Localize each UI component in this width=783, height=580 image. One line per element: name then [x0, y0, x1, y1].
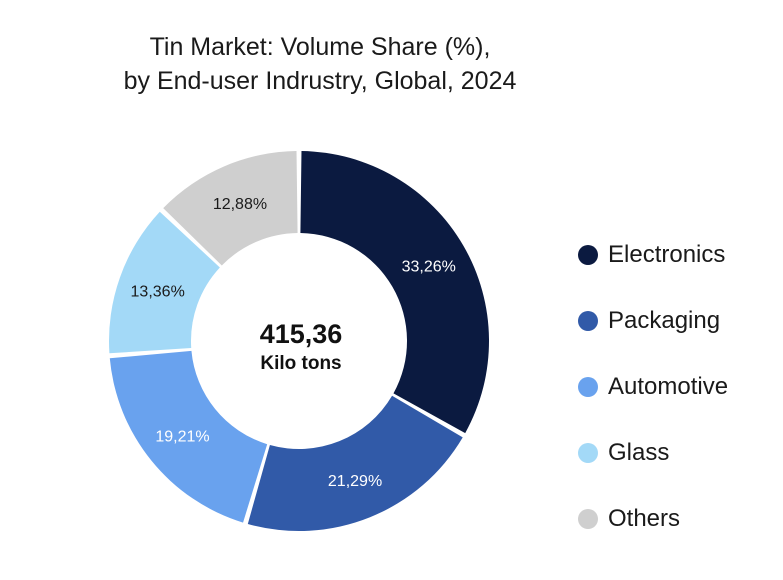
slice-label-others: 12,88%: [213, 196, 267, 213]
legend-swatch: [578, 245, 598, 265]
slice-label-packaging: 21,29%: [328, 473, 382, 490]
legend-swatch: [578, 377, 598, 397]
slice-others: [163, 151, 298, 266]
legend-item-packaging: Packaging: [578, 288, 728, 354]
slice-label-glass: 13,36%: [131, 284, 185, 301]
legend-label: Packaging: [608, 307, 721, 334]
slice-packaging: [247, 395, 463, 531]
legend-item-others: Others: [578, 486, 728, 552]
slice-glass: [109, 211, 220, 354]
legend-swatch: [578, 443, 598, 463]
chart-title: Tin Market: Volume Share (%),: [149, 33, 491, 61]
slice-automotive: [109, 350, 268, 523]
slice-labels: 33,26% 21,29% 19,21% 13,36% 12,88%: [131, 196, 456, 490]
slice-electronics: [300, 151, 490, 434]
legend-swatch: [578, 509, 598, 529]
chart-subtitle: by End-user Indrustry, Global, 2024: [123, 67, 517, 95]
legend-item-electronics: Electronics: [578, 222, 728, 288]
slice-label-automotive: 19,21%: [155, 428, 209, 445]
legend-label: Others: [608, 505, 681, 532]
donut-slices: [109, 151, 490, 531]
legend-swatch: [578, 311, 598, 331]
center-unit: Kilo tons: [260, 353, 341, 374]
legend-item-automotive: Automotive: [578, 354, 728, 420]
slice-label-electronics: 33,26%: [402, 259, 456, 276]
center-value: 415,36: [260, 319, 343, 349]
legend-label: Automotive: [608, 373, 729, 400]
legend-item-glass: Glass: [578, 420, 728, 486]
legend-label: Glass: [608, 439, 670, 466]
chart-title-block: Tin Market: Volume Share (%), by End-use…: [0, 30, 640, 98]
legend-label: Electronics: [608, 241, 726, 268]
chart-legend: Electronics Packaging Automotive Glass Other…: [578, 222, 728, 552]
